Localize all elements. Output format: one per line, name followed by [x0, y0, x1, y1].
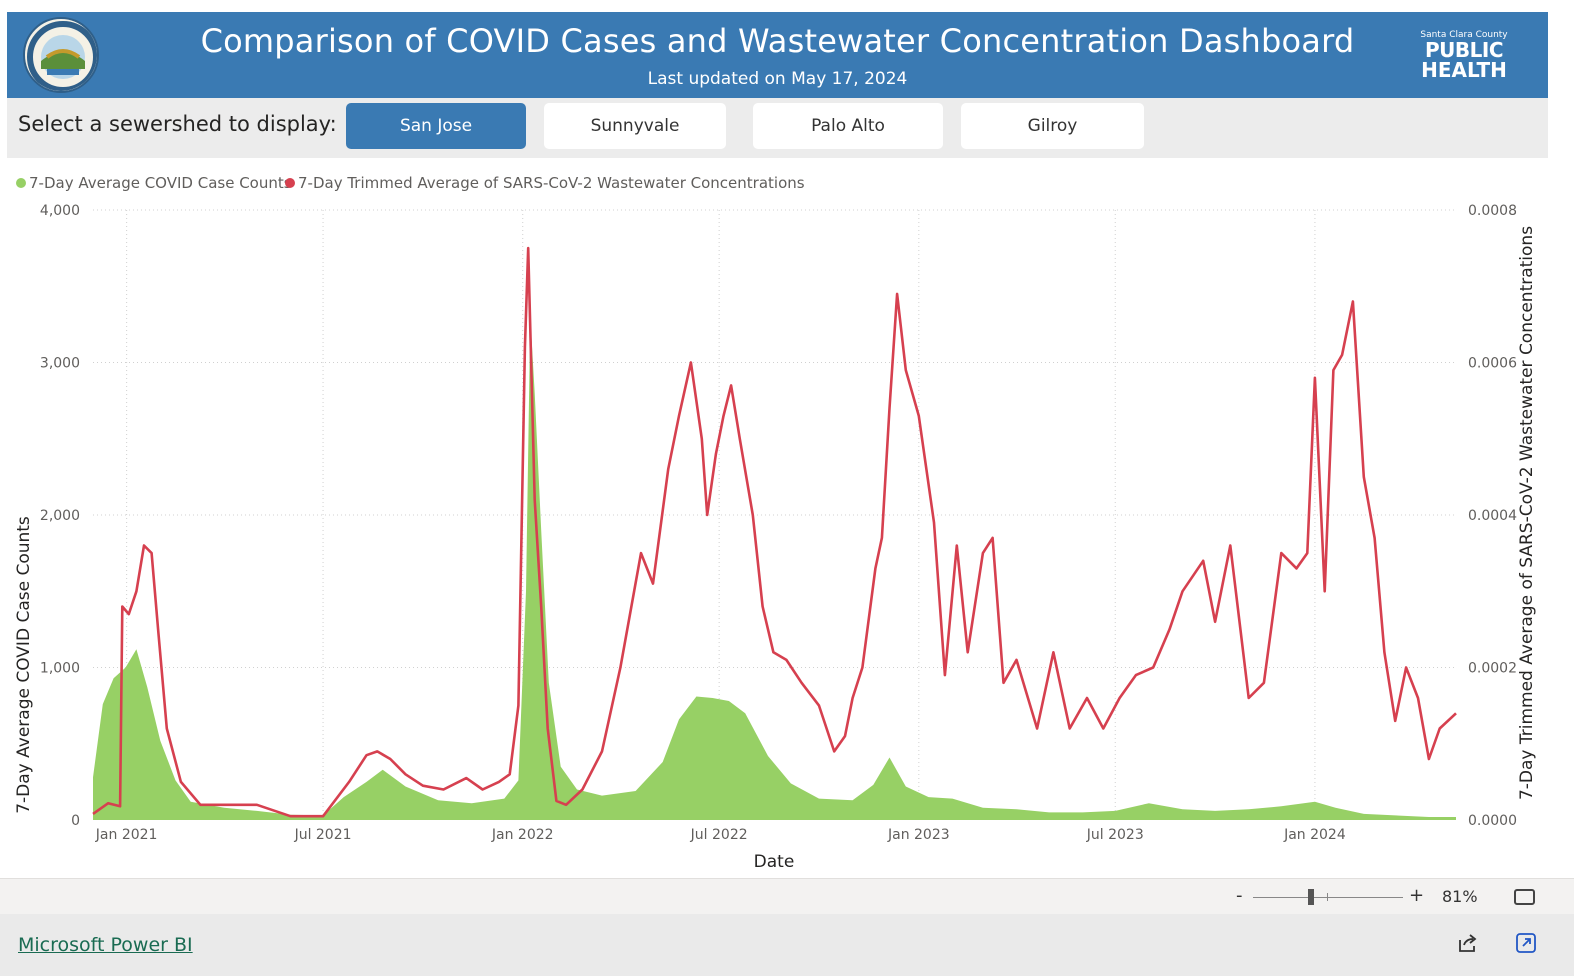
y-tick-label: 2,000: [40, 508, 80, 524]
x-tick-label: Jan 2023: [887, 827, 950, 843]
sewershed-button-gilroy[interactable]: Gilroy: [961, 103, 1144, 149]
y-axis-title: 7-Day Average COVID Case Counts: [14, 516, 34, 814]
x-tick-label: Jul 2023: [1086, 827, 1144, 843]
x-axis-title: Date: [754, 852, 795, 872]
x-tick-label: Jan 2024: [1283, 827, 1346, 843]
y2-axis-ticks: 0.0000 0.0002 0.0004 0.0006 0.0008: [1468, 203, 1517, 829]
page-title: Comparison of COVID Cases and Wastewater…: [200, 22, 1355, 60]
zoom-slider-midmark: [1327, 893, 1328, 901]
sewershed-button-san-jose[interactable]: San Jose: [346, 103, 526, 149]
county-seal-icon: [23, 17, 99, 93]
x-tick-label: Jan 2022: [491, 827, 554, 843]
x-tick-label: Jan 2021: [95, 827, 158, 843]
y2-tick-label: 0.0002: [1468, 661, 1517, 677]
selector-label: Select a sewershed to display:: [18, 112, 337, 136]
y-tick-label: 3,000: [40, 356, 80, 372]
fit-to-page-icon[interactable]: [1514, 889, 1535, 905]
legend-label-cases[interactable]: 7-Day Average COVID Case Counts: [29, 174, 292, 192]
series-wastewater-line: [92, 246, 1457, 818]
legend-marker-cases: [16, 178, 26, 188]
share-icon[interactable]: [1456, 932, 1478, 954]
zoom-in-button[interactable]: +: [1409, 885, 1425, 906]
zoom-slider-thumb[interactable]: [1308, 889, 1314, 905]
x-tick-label: Jul 2022: [690, 827, 748, 843]
y2-tick-label: 0.0000: [1468, 813, 1517, 829]
y2-axis-title: 7-Day Trimmed Average of SARS-CoV-2 Wast…: [1517, 226, 1537, 800]
chart-legend: 7-Day Average COVID Case Counts 7-Day Tr…: [16, 174, 805, 192]
gridlines: [93, 209, 1456, 820]
sewershed-selector: Select a sewershed to display: San Jose …: [7, 98, 1548, 158]
last-updated-subtitle: Last updated on May 17, 2024: [647, 69, 908, 89]
footer-bar: Microsoft Power BI: [0, 914, 1574, 976]
y2-tick-label: 0.0008: [1468, 203, 1517, 219]
zoom-level: 81%: [1442, 887, 1478, 906]
power-bi-link[interactable]: Microsoft Power BI: [18, 934, 193, 956]
popout-icon[interactable]: [1515, 932, 1537, 954]
public-health-logo: Santa Clara County PUBLIC HEALTH: [1420, 30, 1508, 82]
zoom-slider-track[interactable]: [1253, 897, 1403, 898]
y2-tick-label: 0.0006: [1468, 356, 1517, 372]
legend-marker-wastewater: [285, 178, 295, 188]
y-tick-label: 4,000: [40, 203, 80, 219]
sewershed-button-palo-alto[interactable]: Palo Alto: [753, 103, 943, 149]
legend-label-wastewater[interactable]: 7-Day Trimmed Average of SARS-CoV-2 Wast…: [298, 174, 805, 192]
cases-area-path: [93, 316, 1456, 820]
zoom-bar: - + 81%: [0, 878, 1574, 914]
x-axis-ticks: Jan 2021 Jul 2021 Jan 2022 Jul 2022 Jan 2023…: [95, 827, 1346, 843]
covid-wastewater-chart: 7-Day Average COVID Case Counts 7-Day Tr…: [14, 174, 1537, 872]
y-tick-label: 0: [71, 813, 80, 829]
zoom-out-button[interactable]: -: [1236, 885, 1243, 906]
series-cases-area: [93, 316, 1456, 820]
sewershed-button-sunnyvale[interactable]: Sunnyvale: [544, 103, 726, 149]
wastewater-line-path: [92, 246, 1457, 818]
y-tick-label: 1,000: [40, 661, 80, 677]
header-banner: Comparison of COVID Cases and Wastewater…: [7, 12, 1548, 98]
x-tick-label: Jul 2021: [294, 827, 352, 843]
y2-tick-label: 0.0004: [1468, 508, 1517, 524]
y-axis-ticks: 0 1,000 2,000 3,000 4,000: [40, 203, 80, 829]
